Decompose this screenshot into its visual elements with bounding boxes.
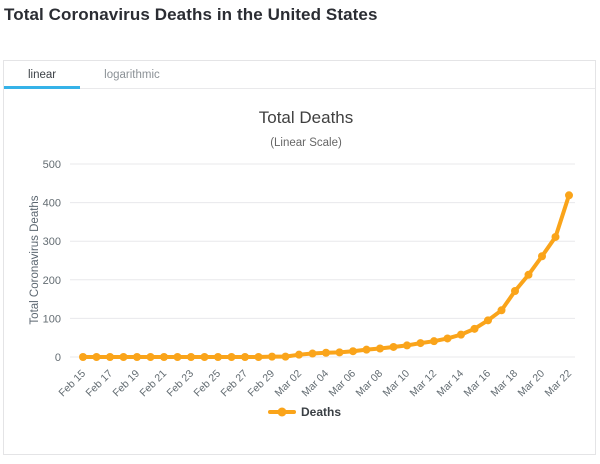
data-point[interactable] <box>457 330 465 339</box>
data-point[interactable] <box>565 191 573 200</box>
data-point[interactable] <box>173 353 182 361</box>
data-point[interactable] <box>79 353 87 361</box>
data-point[interactable] <box>484 316 492 325</box>
tab-logarithmic-label: logarithmic <box>104 68 160 81</box>
data-point[interactable] <box>430 337 438 346</box>
data-point[interactable] <box>389 342 398 351</box>
data-point[interactable] <box>295 350 303 359</box>
page-title: Total Coronavirus Deaths in the United S… <box>4 5 378 24</box>
y-tick-label: 200 <box>43 275 61 287</box>
tab-linear[interactable]: linear <box>4 61 81 89</box>
x-tick-label: Mar 22 <box>543 368 575 400</box>
data-point[interactable] <box>416 339 425 348</box>
x-tick-label: Feb 27 <box>219 368 251 400</box>
y-axis-label: Total Coronavirus Deaths <box>29 195 41 324</box>
x-tick-label: Mar 02 <box>273 368 305 400</box>
x-tick-label: Feb 23 <box>165 368 197 400</box>
data-point[interactable] <box>92 353 101 361</box>
data-point[interactable] <box>187 353 195 361</box>
data-point[interactable] <box>335 348 344 357</box>
x-tick-label: Mar 10 <box>381 368 413 400</box>
x-tick-label: Feb 25 <box>192 368 224 400</box>
tab-linear-label: linear <box>28 68 57 81</box>
x-tick-label: Feb 17 <box>84 368 116 400</box>
data-point[interactable] <box>497 306 506 315</box>
data-point[interactable] <box>146 353 155 361</box>
tab-logarithmic[interactable]: logarithmic <box>80 61 184 88</box>
data-point[interactable] <box>106 353 114 361</box>
data-point[interactable] <box>322 348 330 357</box>
y-tick-label: 300 <box>43 236 61 248</box>
data-point[interactable] <box>268 352 276 361</box>
x-tick-label: Feb 19 <box>111 368 143 400</box>
data-point[interactable] <box>308 349 317 358</box>
data-point[interactable] <box>362 345 371 354</box>
data-point[interactable] <box>538 252 546 261</box>
x-tick-label: Mar 06 <box>327 368 359 400</box>
chart-subtitle: (Linear Scale) <box>270 137 342 149</box>
data-point[interactable] <box>119 353 128 361</box>
chart-svg: Total Deaths (Linear Scale) 0 100 200 300 400 5… <box>29 108 575 419</box>
data-point[interactable] <box>254 353 263 361</box>
data-point[interactable] <box>227 353 236 361</box>
tab-active-underline <box>4 86 81 89</box>
data-point[interactable] <box>160 353 168 361</box>
data-point[interactable] <box>281 352 290 361</box>
data-point[interactable] <box>241 353 249 361</box>
data-point[interactable] <box>524 270 533 279</box>
data-point[interactable] <box>349 347 357 356</box>
x-tick-label: Feb 29 <box>246 368 278 400</box>
x-tick-label: Mar 12 <box>408 368 440 400</box>
y-tick-label: 500 <box>43 159 61 171</box>
data-point[interactable] <box>214 353 222 361</box>
data-point[interactable] <box>551 232 560 241</box>
x-tick-label: Feb 15 <box>57 368 89 400</box>
data-point[interactable] <box>511 286 519 295</box>
data-point[interactable] <box>376 344 384 353</box>
y-tick-label: 400 <box>43 198 61 210</box>
data-point[interactable] <box>470 324 479 333</box>
x-tick-label: Mar 08 <box>354 368 386 400</box>
x-tick-label: Mar 14 <box>435 368 467 400</box>
x-tick-label: Mar 18 <box>489 368 521 400</box>
legend-label[interactable]: Deaths <box>301 405 341 419</box>
data-point[interactable] <box>403 341 411 350</box>
x-tick-label: Mar 16 <box>462 368 494 400</box>
legend-marker-dot <box>277 407 287 417</box>
data-point[interactable] <box>443 334 452 343</box>
y-tick-label: 0 <box>55 352 61 364</box>
data-point[interactable] <box>133 353 141 361</box>
data-point[interactable] <box>200 353 209 361</box>
chart-title: Total Deaths <box>259 108 354 127</box>
x-tick-label: Mar 04 <box>300 368 332 400</box>
chart-area[interactable]: Total Deaths (Linear Scale) 0 100 200 300 400 5… <box>4 90 595 455</box>
x-tick-label: Mar 20 <box>516 368 548 400</box>
x-tick-label: Feb 21 <box>138 368 170 400</box>
chart-card: linear logarithmic Total Deaths (Linear S… <box>3 60 596 455</box>
y-tick-label: 100 <box>43 313 61 325</box>
deaths-line[interactable] <box>81 193 571 359</box>
tab-bar: linear logarithmic <box>4 61 595 89</box>
